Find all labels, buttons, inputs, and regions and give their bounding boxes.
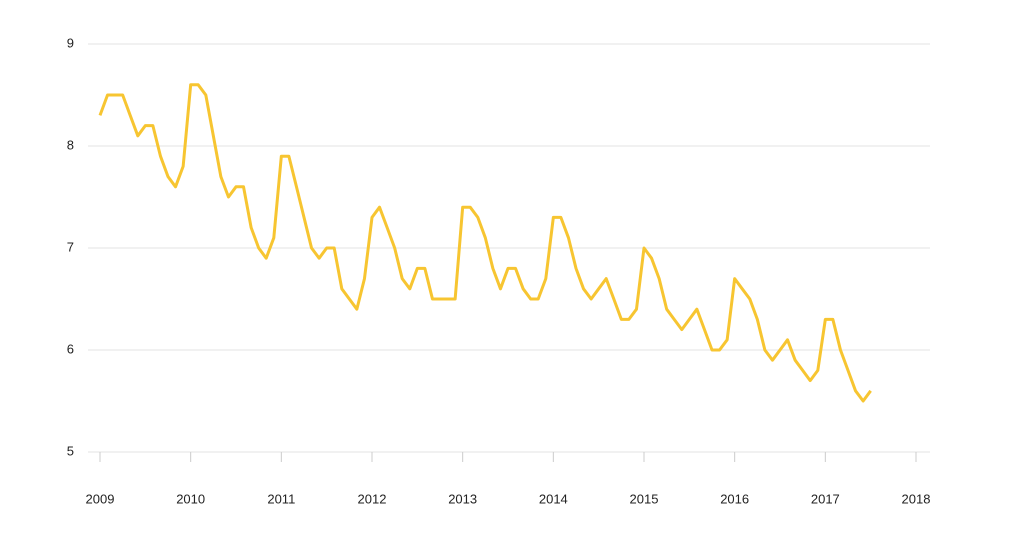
x-tick-label: 2016 <box>720 491 749 506</box>
x-tick-label: 2012 <box>358 491 387 506</box>
x-tick-label: 2017 <box>811 491 840 506</box>
y-tick-label: 9 <box>67 35 74 50</box>
x-tick-label: 2014 <box>539 491 568 506</box>
x-tick-label: 2015 <box>630 491 659 506</box>
line <box>98 83 872 403</box>
x-tick-label: 2011 <box>267 491 295 506</box>
x-tick-label: 2013 <box>448 491 477 506</box>
y-tick-label: 6 <box>67 341 74 356</box>
x-tick-label: 2018 <box>902 491 931 506</box>
y-tick-label: 8 <box>67 137 74 152</box>
x-tick-label: 2009 <box>86 491 115 506</box>
y-tick-label: 5 <box>67 443 74 458</box>
y-tick-label: 7 <box>67 239 74 254</box>
x-tick-label: 2010 <box>176 491 205 506</box>
